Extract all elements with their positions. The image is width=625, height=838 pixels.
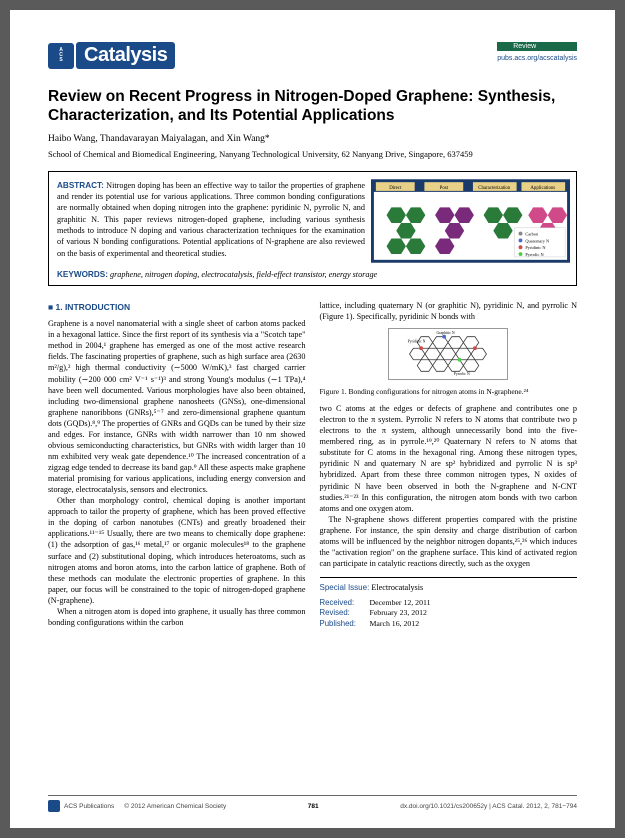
journal-logo: ACS Catalysis [48,42,175,69]
revised-label: Revised: [320,608,370,619]
header-right: Review pubs.acs.org/acscatalysis [497,42,577,62]
body-paragraph: Other than morphology control, chemical … [48,495,306,606]
abstract-text: ABSTRACT: Nitrogen doping has been an ef… [49,172,371,266]
svg-text:Quaternary N: Quaternary N [525,238,550,243]
page-number: 781 [308,803,319,810]
keywords-text: graphene, nitrogen doping, electrocataly… [108,270,377,279]
graphical-abstract: Direct Post Characterization Application… [371,172,576,266]
article-type-tag: Review [497,42,577,51]
body-paragraph: lattice, including quaternary N (or grap… [320,300,578,322]
published-date: March 16, 2012 [370,619,420,628]
keywords-label: KEYWORDS: [57,270,108,279]
svg-text:Pyrrolic N: Pyrrolic N [525,252,544,257]
special-issue-label: Special Issue: [320,583,370,592]
special-issue-block: Special Issue: Electrocatalysis Received… [320,577,578,629]
acs-publications-icon [48,800,60,812]
svg-text:Carbon: Carbon [525,231,539,236]
svg-text:Graphitic N: Graphitic N [437,331,455,335]
author-list: Haibo Wang, Thandavarayan Maiyalagan, an… [48,134,577,144]
graphical-abstract-svg: Direct Post Characterization Application… [371,178,570,264]
svg-text:Applications: Applications [530,186,555,191]
revised-date: February 23, 2012 [370,608,427,617]
body-paragraph: Graphene is a novel nanomaterial with a … [48,318,306,495]
publication-url: pubs.acs.org/acscatalysis [497,55,577,62]
journal-page: ACS Catalysis Review pubs.acs.org/acscat… [10,10,615,828]
published-label: Published: [320,619,370,630]
svg-text:Characterization: Characterization [478,186,511,191]
column-left: 1. INTRODUCTION Graphene is a novel nano… [48,300,306,630]
svg-text:Direct: Direct [389,186,402,191]
body-paragraph: two C atoms at the edges or defects of g… [320,403,578,514]
figure-1: Pyridinic N Graphitic N Pyrrolic N [388,328,508,383]
svg-text:Pyridinic N: Pyridinic N [408,339,426,343]
body-paragraph: When a nitrogen atom is doped into graph… [48,606,306,628]
page-header: ACS Catalysis Review pubs.acs.org/acscat… [48,42,577,69]
column-right: lattice, including quaternary N (or grap… [320,300,578,630]
article-title: Review on Recent Progress in Nitrogen-Do… [48,87,577,126]
journal-name: Catalysis [76,42,175,69]
body-paragraph: The N-graphene shows different propertie… [320,514,578,569]
figure-1-caption: Figure 1. Bonding configurations for nit… [320,387,578,397]
svg-text:Pyridinic N: Pyridinic N [525,245,546,250]
keywords-row: KEYWORDS: graphene, nitrogen doping, ele… [49,266,576,285]
affiliation: School of Chemical and Biomedical Engine… [48,149,577,159]
doi-citation: dx.doi.org/10.1021/cs200652y | ACS Catal… [400,803,577,810]
abstract-box: ABSTRACT: Nitrogen doping has been an ef… [48,171,577,286]
svg-text:Pyrrolic N: Pyrrolic N [454,372,470,376]
page-footer: ACS Publications © 2012 American Chemica… [48,795,577,812]
dates-block: Received:December 12, 2011 Revised:Febru… [320,598,578,630]
received-label: Received: [320,598,370,609]
abstract-body: Nitrogen doping has been an effective wa… [57,181,365,258]
publisher-name: ACS Publications [64,803,114,810]
acs-badge: ACS [48,43,74,69]
figure-1-svg: Pyridinic N Graphitic N Pyrrolic N [388,328,508,380]
copyright-text: © 2012 American Chemical Society [124,803,226,810]
received-date: December 12, 2011 [370,598,431,607]
footer-left: ACS Publications © 2012 American Chemica… [48,800,226,812]
section-heading-intro: 1. INTRODUCTION [48,300,306,315]
special-issue-name: Electrocatalysis [369,583,423,592]
body-columns: 1. INTRODUCTION Graphene is a novel nano… [48,300,577,630]
svg-text:Post: Post [440,186,449,191]
abstract-label: ABSTRACT: [57,181,104,190]
